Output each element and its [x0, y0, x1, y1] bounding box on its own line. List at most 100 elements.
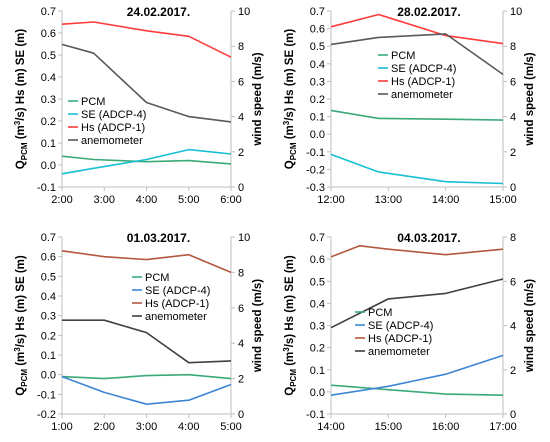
y-right-axis-label: wind speed (m/s): [252, 279, 264, 373]
y-left-tick-label: 0.6: [41, 252, 56, 264]
y-left-axis-label: QPCM (m3/s) Hs (m) SE (m): [13, 255, 29, 396]
y-left-tick-label: -0.1: [306, 147, 325, 159]
legend-label: anemometer: [391, 89, 453, 101]
legend-label: SE (ADCP-4): [145, 285, 210, 297]
y-right-tick-label: 8: [238, 41, 244, 53]
y-right-tick-label: 8: [510, 232, 516, 244]
y-right-tick-label: 2: [238, 147, 244, 159]
x-tick-label: 3:00: [94, 194, 115, 206]
y-left-tick-label: 0.1: [310, 365, 325, 377]
y-left-tick-label: 0.3: [310, 321, 325, 333]
legend-label: SE (ADCP-4): [368, 320, 433, 332]
y-right-axis-label: wind speed (m/s): [524, 279, 536, 373]
y-left-label-superscript: 3: [13, 120, 22, 125]
series-line-anemometer: [330, 33, 504, 76]
y-left-tick-label: 0.3: [310, 76, 325, 88]
series-line-se-adcp-4-: [330, 354, 504, 396]
y-left-label-part: Q: [15, 160, 27, 169]
x-tick-label: 1:00: [51, 421, 72, 433]
y-left-tick-label: -0.2: [37, 409, 56, 421]
y-right-tick-label: 6: [510, 276, 516, 288]
series-line-pcm: [61, 373, 232, 380]
y-left-axis-label: QPCM (m3/s) Hs (m) SE (m): [13, 29, 29, 170]
y-right-tick-label: 10: [510, 6, 522, 18]
legend-label: SE (ADCP-4): [81, 109, 146, 121]
y-left-tick-label: 0.0: [310, 387, 325, 399]
y-left-tick-label: 0.0: [310, 129, 325, 141]
y-right-axis-label: wind speed (m/s): [524, 52, 536, 146]
series-line-hs-adcp-1-: [330, 245, 504, 258]
series-line-hs-adcp-1-: [61, 21, 232, 58]
x-tick-label: 6:00: [220, 194, 241, 206]
y-left-tick-label: -0.1: [37, 182, 56, 194]
y-right-tick-label: 0: [238, 409, 244, 421]
y-left-label-superscript: 3: [13, 347, 22, 352]
y-left-tick-label: 0.5: [310, 41, 325, 53]
chart-title: 28.02.2017.: [397, 5, 460, 19]
chart-panel-4: 0.7 0.6 0.5 0.4 0.3 0.2 0.1 0.0 -0.1 8 6 4 2 0 14:00 15…: [282, 231, 536, 433]
y-right-tick-label: 4: [238, 112, 244, 124]
legend-label: PCM: [391, 50, 415, 62]
series-line-anemometer: [61, 43, 232, 123]
y-left-label-subscript: PCM: [20, 369, 29, 387]
y-left-tick-label: 0.7: [41, 232, 56, 244]
y-left-tick-label: 0.2: [310, 94, 325, 106]
y-left-tick-label: 0.2: [41, 116, 56, 128]
y-left-tick-label: -0.3: [306, 182, 325, 194]
legend-label: Hs (ADCP-1): [145, 298, 209, 310]
y-right-tick-label: 10: [238, 232, 250, 244]
x-tick-label: 14:00: [432, 194, 460, 206]
legend-label: PCM: [81, 96, 105, 108]
y-left-tick-label: 0.6: [41, 28, 56, 40]
chart-title: 24.02.2017.: [127, 5, 190, 19]
y-left-tick-label: 0.7: [41, 6, 56, 18]
y-left-label-part: /s) Hs (m) SE (m): [284, 29, 296, 121]
legend-label: SE (ADCP-4): [391, 63, 456, 75]
y-right-axis-label: wind speed (m/s): [252, 52, 264, 146]
legend-label: Hs (ADCP-1): [368, 333, 432, 345]
y-left-tick-label: 0.5: [41, 50, 56, 62]
y-left-label-part: (m: [15, 125, 27, 142]
y-right-tick-label: 0: [510, 182, 516, 194]
x-tick-label: 12:00: [317, 194, 345, 206]
y-right-tick-label: 2: [510, 147, 516, 159]
y-left-tick-label: 0.4: [41, 291, 56, 303]
y-left-tick-label: 0.6: [310, 254, 325, 266]
y-left-tick-label: 0.1: [41, 350, 56, 362]
y-right-tick-label: 4: [510, 112, 516, 124]
y-right-tick-label: 2: [510, 365, 516, 377]
legend-label: anemometer: [145, 311, 207, 323]
legend-label: Hs (ADCP-1): [391, 76, 455, 88]
x-tick-label: 5:00: [178, 194, 199, 206]
x-tick-label: 2:00: [51, 194, 72, 206]
legend-label: PCM: [368, 307, 392, 319]
x-tick-label: 15:00: [489, 194, 517, 206]
y-left-tick-label: 0.5: [310, 276, 325, 288]
y-left-tick-label: 0.4: [41, 72, 56, 84]
y-right-tick-label: 8: [238, 267, 244, 279]
y-left-tick-label: 0.7: [310, 6, 325, 18]
y-left-tick-label: -0.1: [37, 389, 56, 401]
y-left-axis-label: QPCM (m3/s) Hs (m) SE (m): [282, 29, 298, 170]
chart-title: 01.03.2017.: [127, 231, 190, 245]
y-right-tick-label: 4: [510, 321, 516, 333]
y-left-tick-label: 0.2: [41, 330, 56, 342]
series-line-hs-adcp-1-: [61, 250, 232, 274]
series-line-se-adcp-4-: [330, 153, 504, 185]
y-left-axis-label: QPCM (m3/s) Hs (m) SE (m): [282, 255, 298, 396]
y-right-tick-label: 6: [510, 76, 516, 88]
x-tick-label: 15:00: [375, 421, 403, 433]
chart-panel-3: 0.70.60.50.40.30.20.10.0-0.1-0.210864201…: [13, 231, 264, 433]
y-left-label-subscript: PCM: [289, 142, 298, 160]
y-left-label-part: (m: [284, 352, 296, 369]
y-right-tick-label: 6: [238, 76, 244, 88]
y-left-label-subscript: PCM: [20, 142, 29, 160]
y-left-label-superscript: 3: [282, 120, 291, 125]
y-right-tick-label: 0: [510, 409, 516, 421]
y-left-label-part: Q: [284, 160, 296, 169]
y-left-label-part: /s) Hs (m) SE (m): [284, 255, 296, 347]
x-tick-label: 2:00: [94, 421, 115, 433]
chart-panel-2: 0.7 0.6 0.5 0.4 0.3 0.2 0.1 0.0 -0.1 -0.2 -0.3 10 8 6…: [282, 5, 536, 206]
series-line-se-adcp-4-: [61, 148, 232, 175]
y-right-tick-label: 10: [238, 6, 250, 18]
